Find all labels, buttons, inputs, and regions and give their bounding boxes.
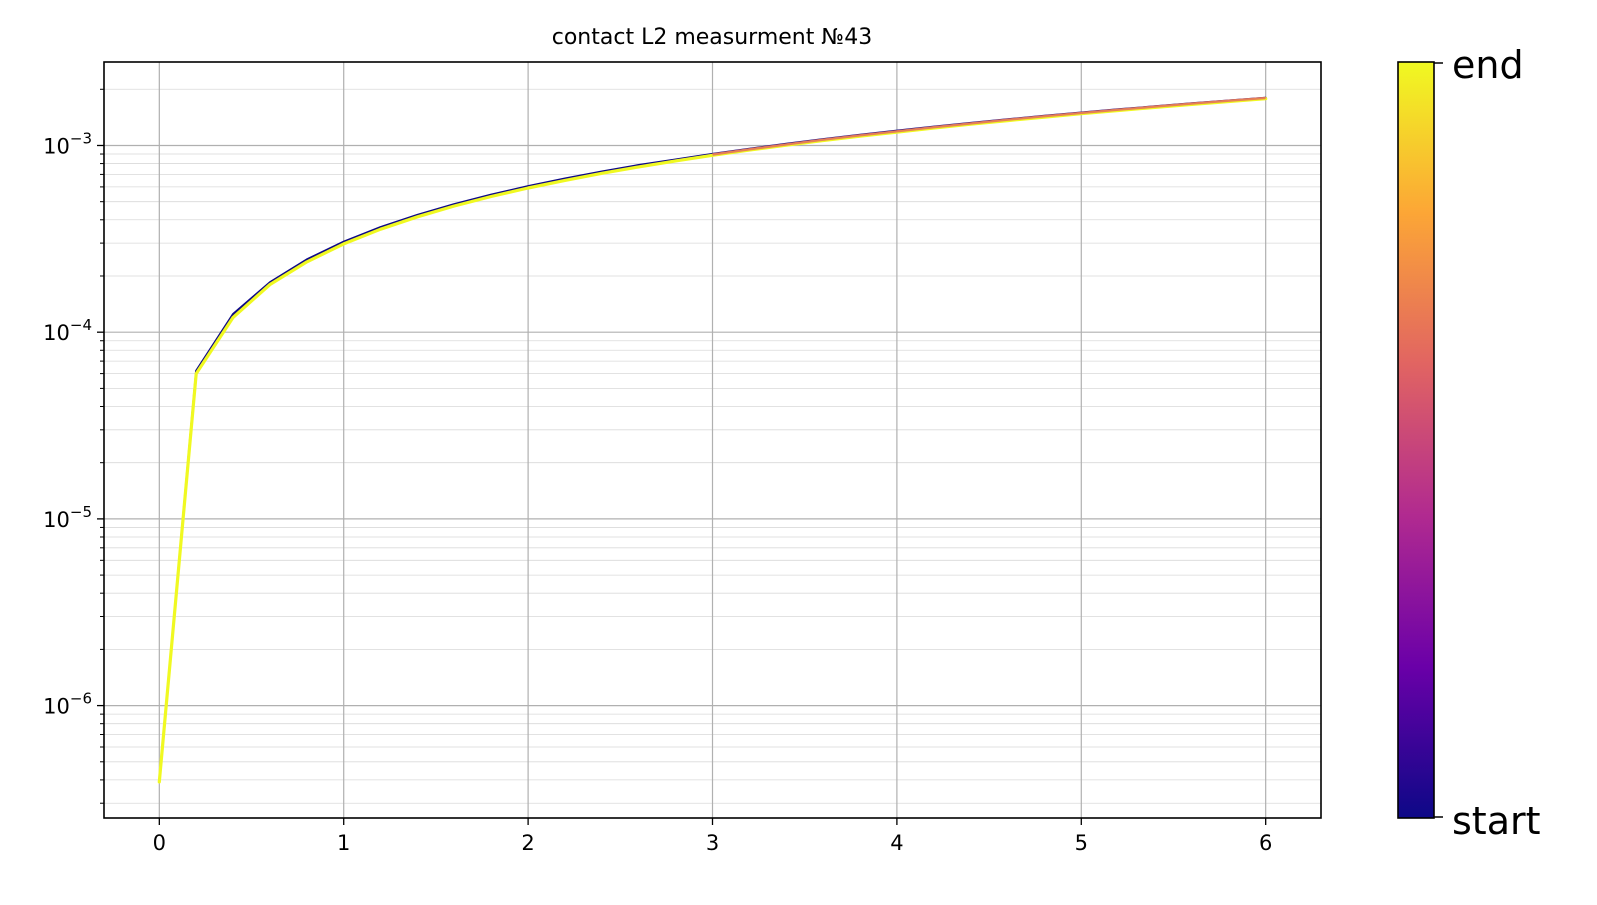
x-tick-label: 6 — [1259, 831, 1272, 855]
colorbar: end start — [1397, 43, 1541, 843]
x-axis: 0 1 2 3 4 5 6 — [153, 818, 1272, 855]
colorbar-label-end: end — [1452, 43, 1524, 87]
series-line — [712, 96, 1266, 156]
y-axis: 10−6 10−5 10−4 10−3 — [43, 88, 104, 804]
chart-title: contact L2 measurment №43 — [552, 25, 872, 50]
colorbar-label-start: start — [1452, 799, 1541, 843]
major-grid — [104, 62, 1321, 818]
y-tick-label: 10−4 — [43, 316, 92, 345]
y-tick-label: 10−5 — [43, 503, 92, 532]
x-tick-label: 5 — [1075, 831, 1088, 855]
x-tick-label: 4 — [890, 831, 903, 855]
y-tick-label: 10−3 — [43, 129, 92, 158]
colorbar-gradient — [1397, 61, 1435, 819]
x-tick-label: 0 — [153, 831, 166, 855]
y-tick-label: 10−6 — [43, 690, 92, 719]
series-lines — [157, 96, 1268, 784]
x-tick-label: 3 — [706, 831, 719, 855]
x-tick-label: 2 — [521, 831, 534, 855]
x-tick-label: 1 — [337, 831, 350, 855]
